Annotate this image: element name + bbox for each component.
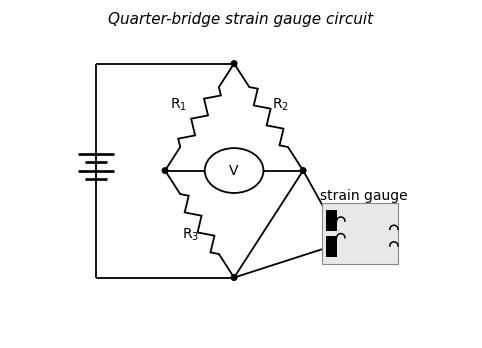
Circle shape	[162, 168, 168, 173]
Text: strain gauge: strain gauge	[321, 189, 408, 204]
Bar	[325, 236, 336, 257]
Text: V: V	[229, 164, 239, 177]
Bar	[322, 203, 398, 264]
Text: Quarter-bridge strain gauge circuit: Quarter-bridge strain gauge circuit	[108, 12, 374, 27]
Text: R$_1$: R$_1$	[170, 97, 187, 113]
Text: R$_2$: R$_2$	[272, 97, 289, 113]
Circle shape	[231, 275, 237, 280]
Bar	[325, 210, 336, 231]
Text: R$_3$: R$_3$	[182, 226, 200, 243]
Circle shape	[300, 168, 306, 173]
Circle shape	[231, 61, 237, 66]
